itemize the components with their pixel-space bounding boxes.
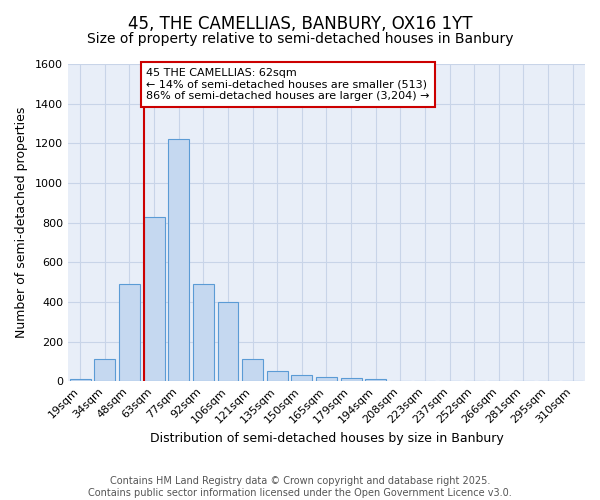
Bar	[341, 378, 362, 382]
X-axis label: Distribution of semi-detached houses by size in Banbury: Distribution of semi-detached houses by …	[149, 432, 503, 445]
Text: 45 THE CAMELLIAS: 62sqm
← 14% of semi-detached houses are smaller (513)
86% of s: 45 THE CAMELLIAS: 62sqm ← 14% of semi-de…	[146, 68, 430, 101]
Text: Size of property relative to semi-detached houses in Banbury: Size of property relative to semi-detach…	[87, 32, 513, 46]
Y-axis label: Number of semi-detached properties: Number of semi-detached properties	[15, 107, 28, 338]
Bar	[316, 378, 337, 382]
Bar	[94, 360, 115, 382]
Bar	[143, 216, 164, 382]
Bar	[168, 140, 189, 382]
Bar	[267, 372, 287, 382]
Bar	[70, 380, 91, 382]
Bar	[365, 380, 386, 382]
Bar	[119, 284, 140, 382]
Bar	[218, 302, 238, 382]
Bar	[292, 376, 313, 382]
Bar	[193, 284, 214, 382]
Text: 45, THE CAMELLIAS, BANBURY, OX16 1YT: 45, THE CAMELLIAS, BANBURY, OX16 1YT	[128, 15, 472, 33]
Text: Contains HM Land Registry data © Crown copyright and database right 2025.
Contai: Contains HM Land Registry data © Crown c…	[88, 476, 512, 498]
Bar	[242, 360, 263, 382]
